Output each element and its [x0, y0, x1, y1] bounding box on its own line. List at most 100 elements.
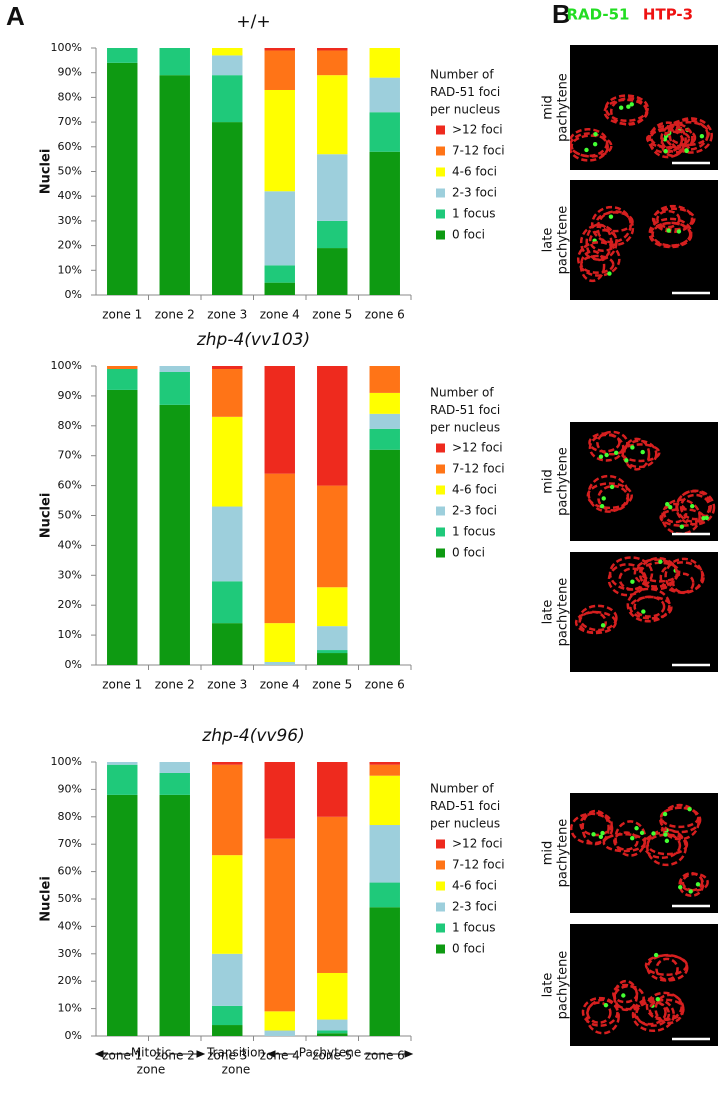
legend-label: 1 focus [452, 525, 495, 539]
focus [600, 623, 606, 628]
chromosome [580, 254, 615, 274]
legend-label: 0 foci [452, 546, 485, 560]
nuclei [581, 952, 689, 1035]
micrograph-bg [570, 45, 718, 170]
legend-swatch [436, 923, 445, 933]
chromosome [588, 432, 621, 453]
y-tick-label: 90% [58, 66, 82, 79]
bar-segment [107, 368, 138, 390]
legend-title: per nucleus [430, 103, 500, 117]
bar-segment [159, 762, 190, 773]
y-tick-label: 60% [58, 140, 82, 153]
x-tick-label: zone 2 [155, 1049, 195, 1063]
micrograph-label: mid [541, 95, 556, 120]
chromosome [646, 953, 689, 982]
y-tick-label: 50% [58, 165, 82, 178]
chromosome [660, 123, 694, 154]
chromosome [585, 998, 620, 1035]
bar-segment [317, 248, 348, 295]
zone-annotation: Transition [206, 1046, 265, 1060]
bar-segment [159, 371, 190, 405]
bar-segment [107, 764, 138, 795]
x-tick-label: zone 1 [102, 678, 142, 692]
y-tick-label: 90% [58, 389, 82, 402]
bar-segment [369, 775, 400, 826]
x-tick-label: zone 5 [312, 1049, 352, 1063]
zone-arrows [94, 1050, 414, 1058]
legend-label: 2-3 foci [452, 504, 497, 518]
legend-label: 0 foci [452, 942, 485, 956]
bar-segment [369, 48, 400, 78]
chromosome [648, 121, 687, 159]
micrograph [570, 180, 718, 300]
bar-segment [369, 907, 400, 1036]
chromosome [578, 604, 618, 632]
x-tick-label: zone 6 [365, 308, 405, 322]
focus [651, 831, 656, 836]
legend-swatch [436, 146, 445, 156]
y-tick-label: 0% [65, 658, 82, 671]
bar-segment [317, 1033, 348, 1036]
legend-label: 4-6 foci [452, 879, 497, 893]
micrograph-label: late [541, 228, 556, 253]
y-tick-label: 100% [51, 359, 82, 372]
chromosome [581, 996, 619, 1027]
chromosome [609, 96, 648, 126]
chromosome [570, 812, 614, 845]
focus [695, 882, 701, 887]
zone-annotation: zone [222, 1063, 251, 1077]
focus [629, 102, 634, 107]
chromosome [614, 820, 647, 857]
y-tick-label: 50% [58, 509, 82, 522]
legend-label: >12 foci [452, 441, 503, 455]
bar-segment [317, 50, 348, 76]
focus [668, 504, 673, 510]
x-tick-label: zone 5 [312, 678, 352, 692]
chromosome [675, 489, 716, 526]
legend-swatch [436, 860, 445, 870]
bar-segment [264, 762, 295, 839]
bar-segment [369, 428, 400, 450]
x-tick-label: zone 1 [102, 308, 142, 322]
bar-segment [264, 623, 295, 663]
bar-segment [212, 75, 243, 123]
bar-segment [317, 626, 348, 651]
chromosome [649, 126, 697, 150]
y-tick-label: 50% [58, 892, 82, 905]
chart-title: zhp-4(vv103) [196, 330, 310, 350]
y-tick-label: 100% [51, 41, 82, 54]
bar-segment [264, 366, 295, 474]
focus [598, 834, 604, 839]
bar-segment [369, 825, 400, 883]
bar-segment [159, 75, 190, 295]
bar-segment [369, 449, 400, 665]
x-tick-label: zone 5 [312, 308, 352, 322]
legend-label: 1 focus [452, 921, 495, 935]
micrograph-label: pachytene [556, 819, 571, 888]
y-tick-label: 40% [58, 919, 82, 932]
bar-segment [107, 389, 138, 665]
y-tick-label: 70% [58, 837, 82, 850]
legend-title: RAD-51 foci [430, 799, 500, 813]
bar-segment [264, 265, 295, 283]
micrograph-label: pachytene [556, 951, 571, 1020]
focus [634, 826, 639, 831]
legend-label: 2-3 foci [452, 186, 497, 200]
focus [618, 105, 624, 110]
y-tick-label: 10% [58, 263, 82, 276]
bar-segment [107, 762, 138, 765]
legend-swatch [436, 485, 445, 495]
y-axis-label: Nuclei [39, 493, 54, 539]
y-tick-label: 30% [58, 214, 82, 227]
nuclei [570, 803, 709, 898]
chromosome [626, 587, 671, 623]
bar-segment [264, 838, 295, 1012]
chromosome [608, 556, 654, 591]
x-tick-label: zone 1 [102, 1049, 142, 1063]
focus [640, 449, 645, 455]
bar-segment [212, 366, 243, 369]
bar-segment [264, 50, 295, 90]
chromosome [590, 205, 632, 244]
focus [639, 830, 645, 836]
